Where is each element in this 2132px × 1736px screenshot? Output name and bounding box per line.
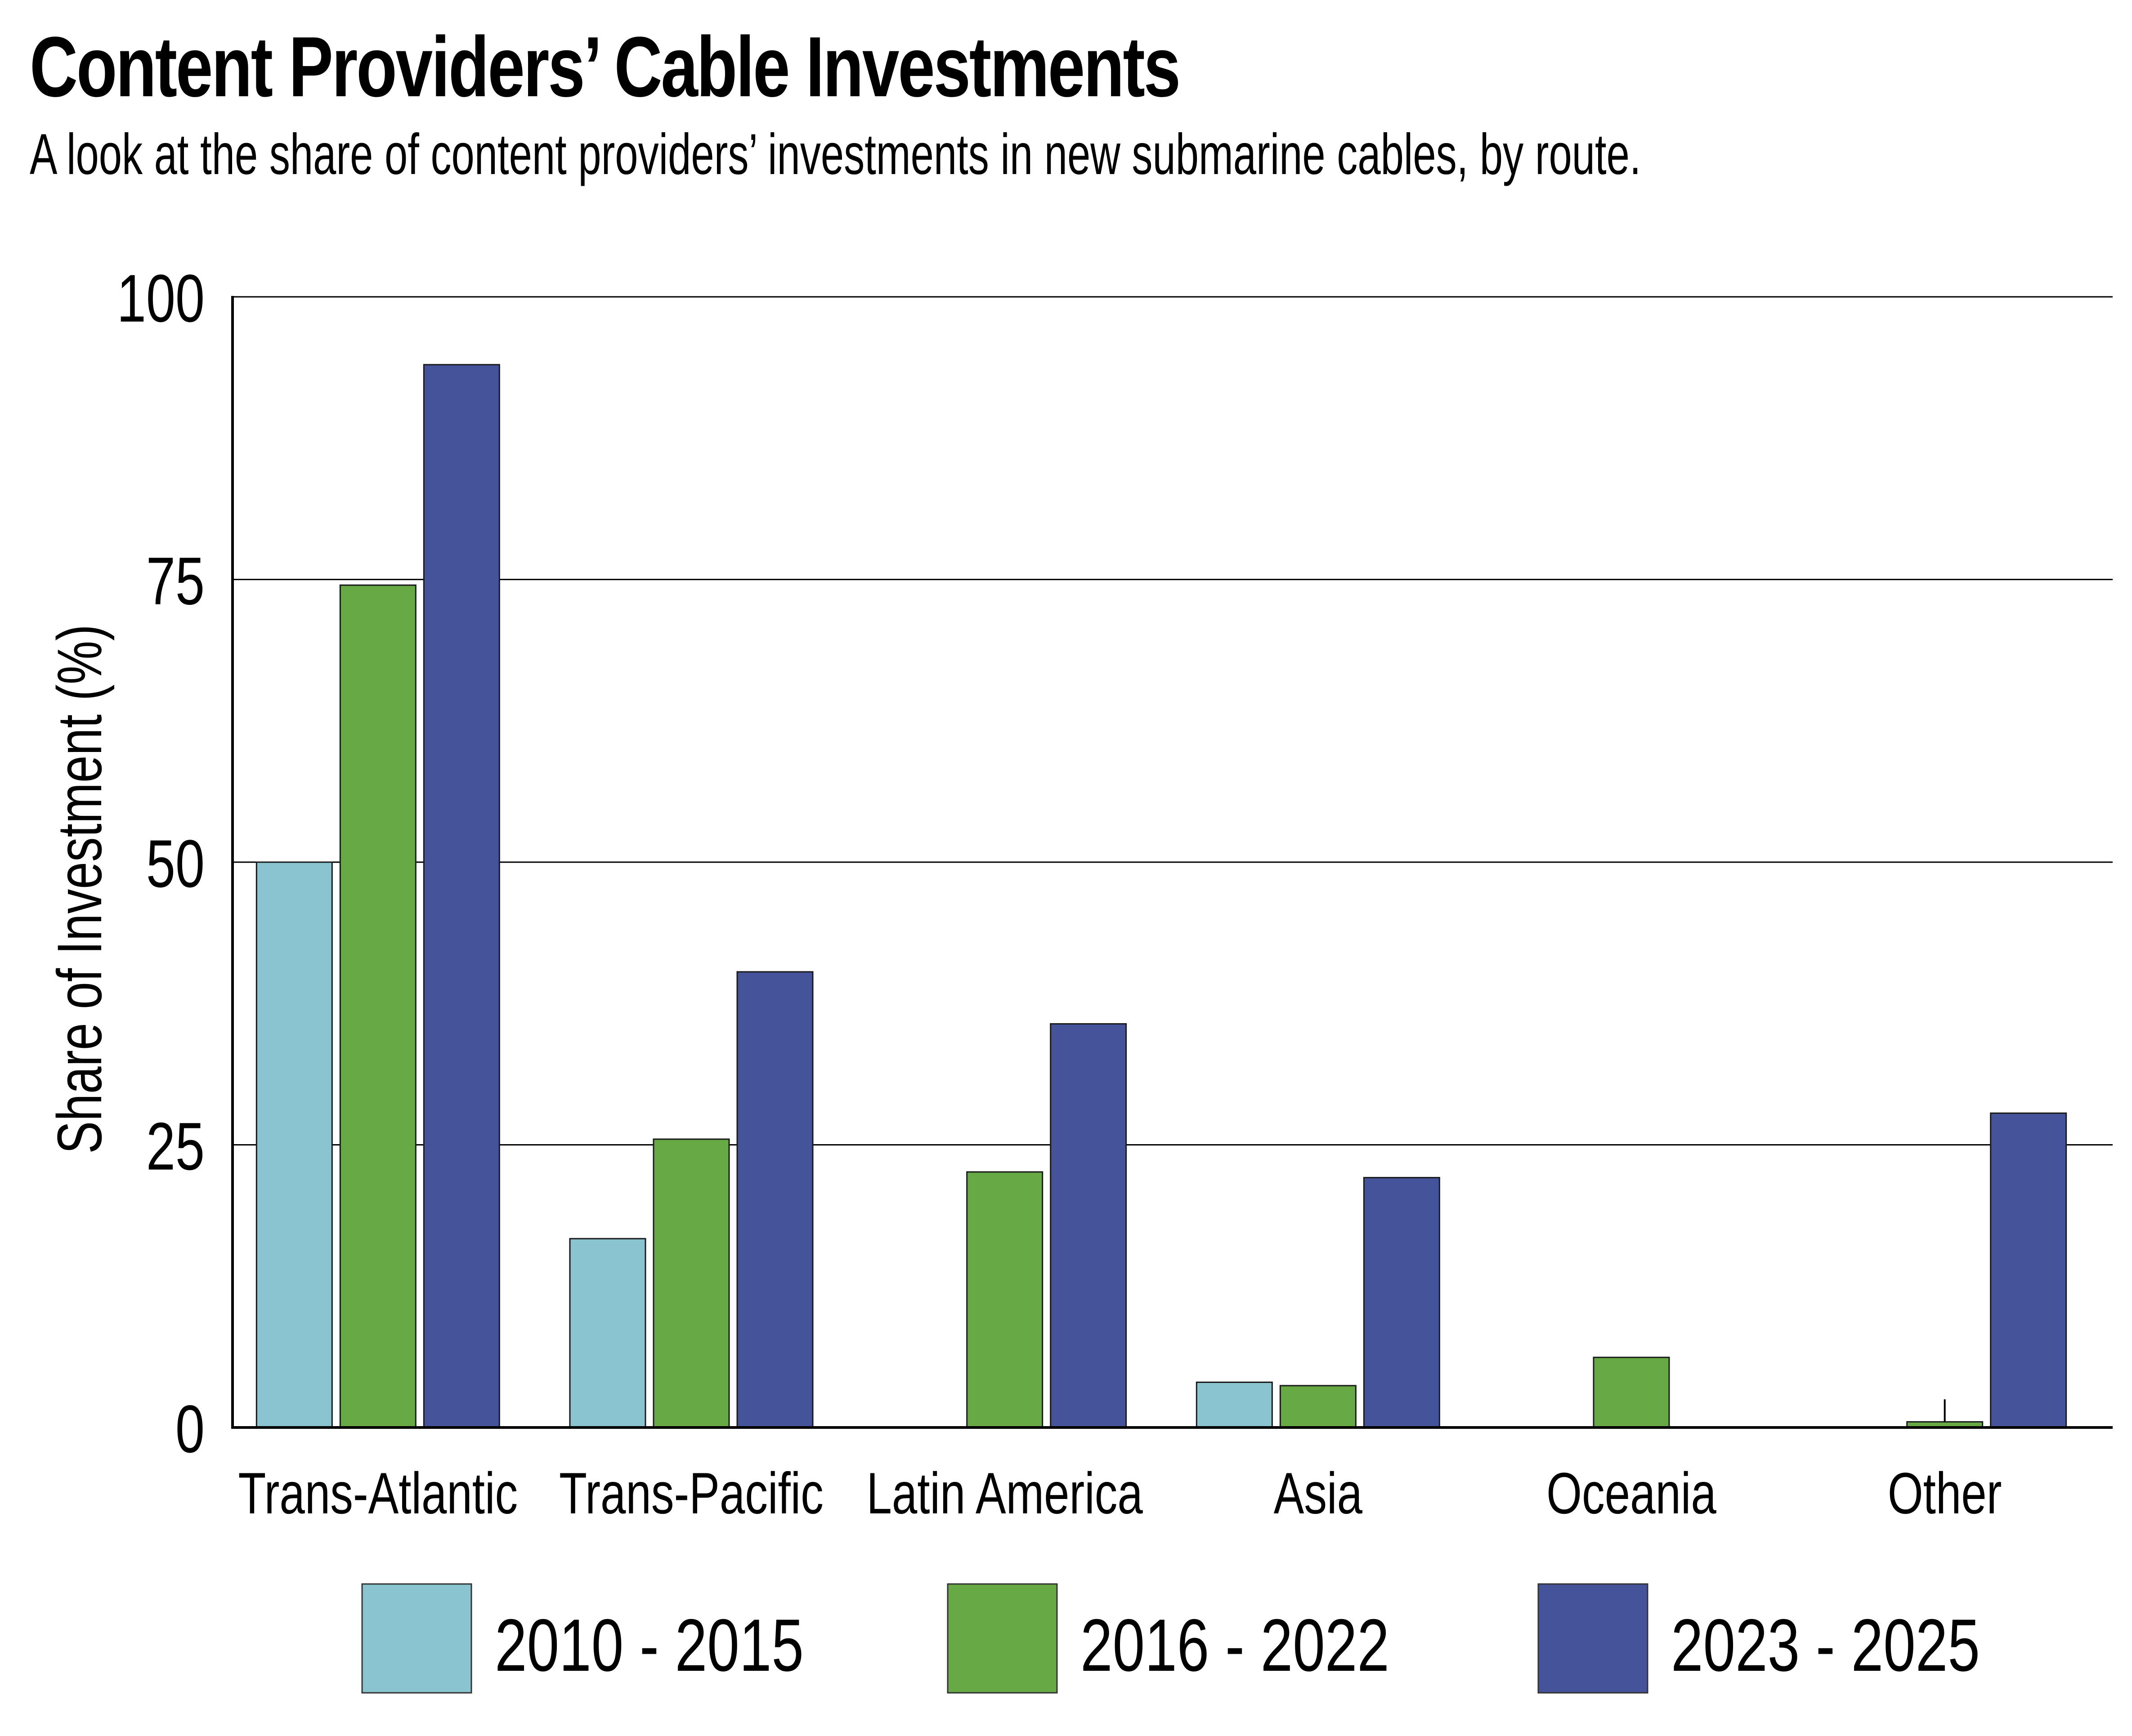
legend-swatch: [947, 1583, 1058, 1694]
bar-2016-2022-trans-pacific: [653, 1138, 730, 1428]
y-axis-title: Share of Investment (%): [44, 624, 115, 1154]
bar-2010-2015-trans-atlantic: [255, 861, 333, 1428]
bar-2016-2022-latin-america: [966, 1171, 1044, 1428]
bar-2023-2025-trans-atlantic: [423, 364, 500, 1428]
legend-label: 2023 - 2025: [1671, 1604, 1980, 1687]
legend-swatch: [361, 1583, 472, 1694]
bar-2016-2022-trans-atlantic: [339, 584, 417, 1428]
legend-swatch: [1537, 1583, 1648, 1694]
y-tick-label: 0: [175, 1391, 205, 1467]
legend-label: 2016 - 2022: [1080, 1604, 1389, 1687]
x-tick-label: Oceania: [1546, 1460, 1716, 1526]
x-tick-label: Trans-Atlantic: [238, 1460, 518, 1526]
x-tick-label: Asia: [1274, 1460, 1362, 1526]
gridlines: [233, 296, 2113, 1145]
y-tick-label: 75: [146, 543, 205, 618]
bar-2023-2025-asia: [1363, 1177, 1440, 1428]
bar-2010-2015-asia: [1196, 1381, 1273, 1428]
bar-2010-2015-trans-pacific: [569, 1238, 646, 1428]
chart-subtitle: A look at the share of content providers…: [30, 122, 1641, 187]
legend-label: 2010 - 2015: [495, 1604, 804, 1687]
y-tick-label: 50: [146, 826, 205, 901]
bar-2016-2022-oceania: [1593, 1356, 1670, 1428]
y-tick-label: 100: [117, 260, 205, 336]
x-axis-labels: Trans-Atlantic Trans-Pacific Latin America…: [238, 1460, 2002, 1526]
x-tick-label: Trans-Pacific: [559, 1460, 824, 1526]
bar-2023-2025-other: [1990, 1112, 2067, 1428]
bar-2023-2025-latin-america: [1050, 1023, 1127, 1428]
x-tick-label: Latin America: [866, 1460, 1142, 1526]
x-tick-label: Other: [1888, 1460, 2002, 1526]
y-tick-label: 25: [146, 1108, 205, 1184]
bar-2023-2025-trans-pacific: [736, 971, 814, 1428]
bars: [255, 364, 2067, 1428]
bar-2016-2022-asia: [1279, 1385, 1357, 1428]
y-axis-ticks: 0 25 50 75 100: [117, 260, 205, 1467]
legend: 2010 - 2015 2016 - 2022 2023 - 2025: [361, 1583, 1980, 1694]
chart-title: Content Providers’ Cable Investments: [30, 19, 1181, 115]
axes: [231, 296, 2113, 1429]
